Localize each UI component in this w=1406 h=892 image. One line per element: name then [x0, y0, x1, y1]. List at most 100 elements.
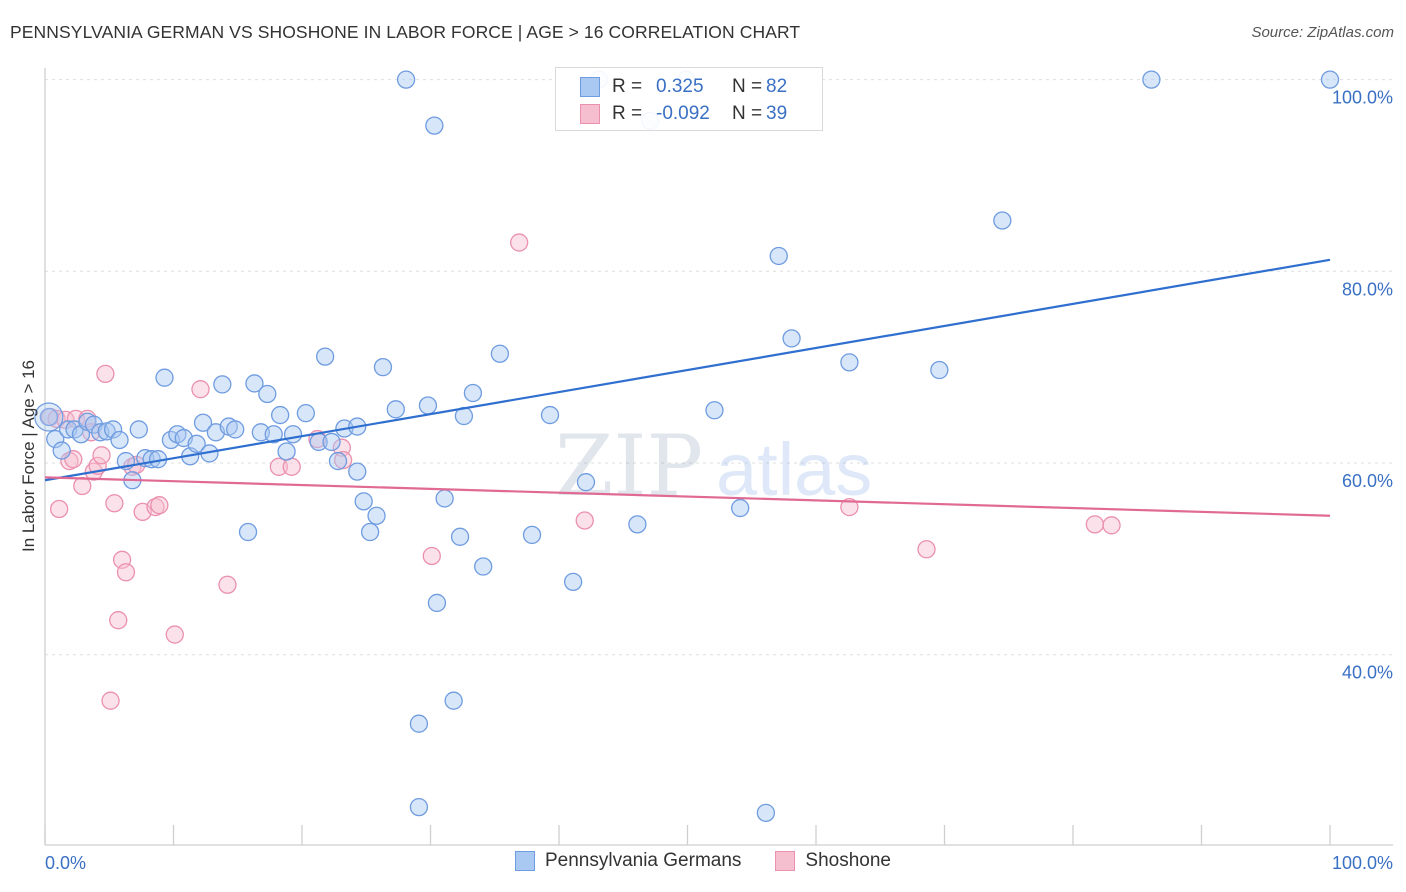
- data-point: [769, 246, 788, 266]
- gridlines: [45, 79, 1393, 656]
- stats-legend-row-pink: R = -0.092 N = 39: [580, 100, 787, 128]
- y-tick-label: 100.0%: [1332, 88, 1393, 108]
- data-point: [576, 473, 596, 492]
- data-point: [490, 344, 510, 363]
- data-point: [540, 405, 560, 425]
- data-point: [226, 420, 245, 439]
- data-point: [782, 329, 801, 348]
- data-point: [150, 496, 169, 515]
- data-point: [238, 522, 258, 542]
- data-point: [367, 506, 386, 525]
- data-point: [510, 233, 529, 252]
- data-point: [73, 476, 92, 496]
- data-point: [46, 429, 65, 449]
- data-point: [264, 425, 283, 444]
- watermark-zip: ZIP: [555, 417, 703, 515]
- data-point: [165, 625, 184, 644]
- r-label: R =: [612, 103, 643, 124]
- data-point: [328, 451, 348, 471]
- y-tick-label: 60.0%: [1342, 471, 1393, 491]
- data-point: [101, 691, 120, 710]
- data-point: [840, 353, 859, 372]
- data-point: [435, 489, 454, 508]
- stats-legend-row-blue: R = 0.325 N = 82: [580, 73, 787, 101]
- n-value: 82: [766, 76, 788, 97]
- data-point: [155, 368, 174, 387]
- source-label: Source: ZipAtlas.com: [1251, 24, 1394, 41]
- data-point: [96, 364, 115, 384]
- x-ticks: [44, 825, 1331, 845]
- data-point: [425, 116, 444, 135]
- data-point: [354, 492, 373, 511]
- data-point: [103, 420, 123, 439]
- shoshone-points: [40, 233, 1121, 710]
- x-tick-label-max: 100.0%: [1332, 853, 1393, 873]
- data-point: [187, 434, 206, 453]
- data-point: [409, 714, 429, 733]
- data-point: [282, 457, 301, 476]
- data-point: [271, 405, 290, 425]
- r-value: -0.092: [656, 103, 710, 124]
- data-point: [450, 527, 470, 546]
- legend-label: Shoshone: [805, 850, 891, 871]
- data-point: [1142, 70, 1161, 89]
- data-point: [39, 407, 59, 427]
- data-point: [418, 396, 438, 415]
- data-point: [1320, 70, 1340, 89]
- data-point: [1085, 515, 1104, 534]
- y-tick-labels: 40.0% 60.0% 80.0% 100.0%: [1332, 88, 1393, 683]
- y-tick-label: 80.0%: [1342, 279, 1393, 299]
- data-point: [193, 413, 213, 432]
- data-point: [386, 400, 405, 419]
- data-point: [110, 430, 129, 450]
- legend-label: Pennsylvania Germans: [544, 850, 742, 871]
- legend-item-pennsylvania-germans[interactable]: Pennsylvania Germans: [514, 850, 742, 872]
- data-point: [97, 422, 116, 441]
- data-point: [917, 540, 936, 559]
- pink-swatch: [580, 104, 600, 124]
- data-point: [444, 691, 463, 710]
- data-point: [191, 380, 210, 399]
- r-value: 0.325: [656, 76, 704, 97]
- data-point: [409, 797, 429, 817]
- data-point: [52, 441, 71, 460]
- data-point: [105, 494, 124, 513]
- n-label: N =: [732, 76, 763, 97]
- data-point: [427, 593, 447, 613]
- data-point: [1102, 516, 1121, 535]
- trend-lines: [44, 258, 1331, 517]
- trend-line-pennsylvania-germans: [44, 258, 1331, 482]
- trend-line-shoshone: [44, 476, 1331, 517]
- pink-swatch: [775, 851, 796, 871]
- data-point: [522, 525, 542, 545]
- data-point: [628, 515, 647, 534]
- data-point: [245, 374, 264, 393]
- data-point: [373, 357, 393, 377]
- data-point: [258, 384, 277, 404]
- blue-swatch: [514, 851, 535, 871]
- data-point: [213, 375, 232, 394]
- data-point: [575, 511, 594, 530]
- data-point: [269, 457, 289, 476]
- data-point: [360, 522, 380, 542]
- data-point: [993, 211, 1012, 230]
- pennsylvania-germans-points: [34, 70, 1340, 823]
- axes: [44, 68, 1393, 846]
- data-point: [49, 499, 69, 519]
- legend-item-shoshone[interactable]: Shoshone: [775, 850, 891, 872]
- data-point: [283, 425, 303, 444]
- r-label: R =: [612, 76, 643, 97]
- data-point: [563, 572, 583, 592]
- data-point: [129, 420, 148, 439]
- data-point: [840, 497, 859, 517]
- data-point: [705, 401, 724, 420]
- n-value: 39: [766, 103, 788, 124]
- data-point: [756, 803, 776, 823]
- data-point: [348, 462, 367, 481]
- data-point: [930, 360, 949, 380]
- data-point: [92, 446, 111, 465]
- data-point: [315, 347, 335, 366]
- data-point: [731, 498, 750, 518]
- data-point: [322, 432, 341, 452]
- blue-swatch: [580, 77, 600, 97]
